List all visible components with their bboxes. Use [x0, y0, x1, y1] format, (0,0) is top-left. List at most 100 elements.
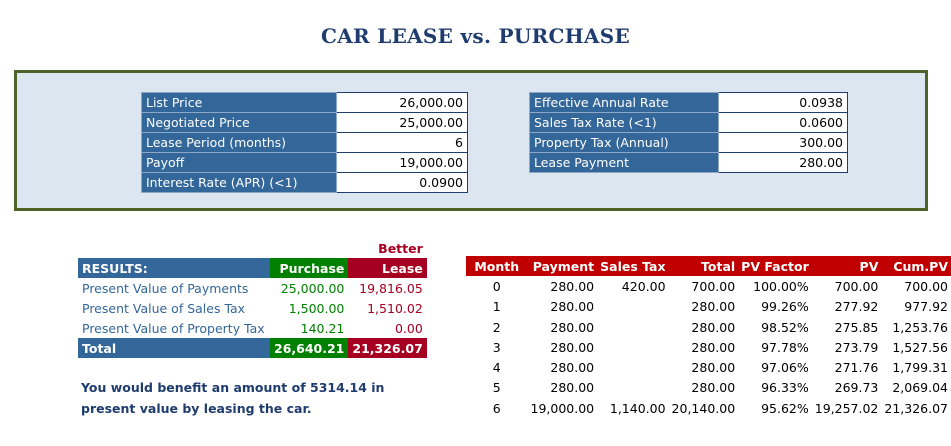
cell-month: 4 [492, 360, 501, 376]
cell-sales-tax [597, 337, 668, 357]
input-row-property-tax: Property Tax (Annual) 300.00 [529, 132, 848, 153]
page-title: CAR LEASE vs. PURCHASE [320, 24, 631, 48]
cell-pv-factor: 96.33% [761, 380, 809, 396]
cell-payment: 280.00 [550, 319, 595, 335]
better-label: Better [378, 240, 423, 256]
total-label: Total [78, 338, 270, 358]
list-price-field[interactable]: 26,000.00 [336, 92, 468, 113]
purchase-value: 1,500.00 [288, 300, 345, 316]
cell-sales-tax [597, 357, 668, 377]
col-header-pv-factor: PV Factor [738, 256, 812, 277]
col-header-cum-pv: Cum.PV [881, 256, 951, 277]
sales-tax-rate-field[interactable]: 0.0600 [718, 112, 848, 133]
cell-pv-factor: 97.78% [761, 339, 809, 355]
cell-total: 280.00 [691, 299, 736, 315]
col-header-pv: PV [811, 256, 882, 277]
cell-cum-pv: 21,326.07 [884, 400, 948, 416]
input-row-payoff: Payoff 19,000.00 [141, 152, 468, 173]
schedule-table: Month Payment Sales Tax Total PV Factor … [466, 256, 951, 418]
input-row-lease-payment: Lease Payment 280.00 [529, 152, 848, 173]
inputs-left-table: List Price 26,000.00 Negotiated Price 25… [141, 92, 468, 193]
cell-pv: 275.85 [834, 319, 879, 335]
cell-total: 280.00 [691, 380, 736, 396]
schedule-row: 4 280.00 280.00 97.06% 271.76 1,799.31 [466, 357, 951, 377]
cell-pv-factor: 99.26% [761, 299, 809, 315]
purchase-total: 26,640.21 [270, 338, 349, 358]
cell-month: 5 [492, 380, 501, 396]
col-header-payment: Payment [527, 256, 598, 277]
cell-sales-tax [597, 378, 668, 398]
purchase-value: 140.21 [300, 320, 345, 336]
cell-payment: 280.00 [550, 339, 595, 355]
cell-total: 280.00 [691, 360, 736, 376]
cell-month: 2 [492, 319, 501, 335]
schedule-row: 3 280.00 280.00 97.78% 273.79 1,527.56 [466, 337, 951, 357]
better-row: Better [78, 238, 427, 258]
cell-pv: 277.92 [834, 299, 879, 315]
lease-value: 0.00 [394, 320, 423, 336]
purchase-header: Purchase [270, 258, 349, 278]
lease-payment-field[interactable]: 280.00 [718, 152, 848, 173]
results-row-label: Present Value of Sales Tax [82, 300, 246, 316]
cell-month: 1 [492, 299, 501, 315]
input-row-negotiated-price: Negotiated Price 25,000.00 [141, 112, 468, 133]
input-row-list-price: List Price 26,000.00 [141, 92, 468, 113]
schedule-row: 6 19,000.00 1,140.00 20,140.00 95.62% 19… [466, 398, 951, 418]
input-label: Interest Rate (APR) (<1) [141, 172, 337, 193]
lease-value: 1,510.02 [367, 300, 423, 316]
cell-month: 6 [492, 400, 501, 416]
lease-value: 19,816.05 [359, 280, 423, 296]
cell-payment: 280.00 [550, 299, 595, 315]
col-header-total: Total [668, 256, 739, 277]
cell-total: 700.00 [691, 278, 736, 294]
cell-sales-tax: 420.00 [621, 278, 666, 294]
schedule-row: 1 280.00 280.00 99.26% 277.92 977.92 [466, 297, 951, 317]
cell-sales-tax: 1,140.00 [609, 400, 666, 416]
cell-total: 280.00 [691, 319, 736, 335]
cell-sales-tax [597, 297, 668, 317]
input-label: Lease Payment [529, 152, 719, 173]
cell-cum-pv: 2,069.04 [892, 380, 948, 396]
cell-pv-factor: 100.00% [753, 278, 809, 294]
cell-cum-pv: 1,253.76 [892, 319, 948, 335]
input-row-effective-rate: Effective Annual Rate 0.0938 [529, 92, 848, 113]
results-row: Present Value of Property Tax 140.21 0.0… [78, 318, 427, 338]
negotiated-price-field[interactable]: 25,000.00 [336, 112, 468, 133]
results-row-label: Present Value of Property Tax [82, 320, 265, 336]
results-table: Better RESULTS: Purchase Lease Present V… [78, 238, 427, 358]
cell-pv: 273.79 [834, 339, 879, 355]
col-header-sales-tax: Sales Tax [597, 256, 669, 277]
property-tax-field[interactable]: 300.00 [718, 132, 848, 153]
results-total-row: Total 26,640.21 21,326.07 [78, 338, 427, 358]
cell-cum-pv: 1,527.56 [892, 339, 948, 355]
cell-pv: 269.73 [834, 380, 879, 396]
lease-period-field[interactable]: 6 [336, 132, 468, 153]
cell-cum-pv: 977.92 [904, 299, 948, 315]
results-row-label: Present Value of Payments [82, 280, 249, 296]
cell-cum-pv: 700.00 [904, 278, 948, 294]
results-header-label: RESULTS: [78, 258, 270, 278]
input-row-sales-tax-rate: Sales Tax Rate (<1) 0.0600 [529, 112, 848, 133]
benefit-note: You would benefit an amount of 5314.14 i… [81, 380, 385, 416]
lease-header: Lease [348, 258, 427, 278]
cell-total: 280.00 [691, 339, 736, 355]
results-row: Present Value of Payments 25,000.00 19,8… [78, 278, 427, 298]
schedule-header-row: Month Payment Sales Tax Total PV Factor … [466, 256, 951, 277]
cell-payment: 19,000.00 [530, 400, 595, 416]
input-label: Lease Period (months) [141, 132, 337, 153]
cell-payment: 280.00 [550, 278, 595, 294]
schedule-row: 0 280.00 420.00 700.00 100.00% 700.00 70… [466, 276, 951, 296]
col-header-month: Month [466, 256, 528, 277]
cell-pv: 271.76 [834, 360, 879, 376]
input-row-lease-period: Lease Period (months) 6 [141, 132, 468, 153]
cell-payment: 280.00 [550, 380, 595, 396]
cell-month: 0 [492, 278, 501, 294]
payoff-field[interactable]: 19,000.00 [336, 152, 468, 173]
results-header-row: RESULTS: Purchase Lease [78, 258, 427, 278]
inputs-right-table: Effective Annual Rate 0.0938 Sales Tax R… [529, 92, 848, 173]
effective-rate-field[interactable]: 0.0938 [718, 92, 848, 113]
cell-payment: 280.00 [550, 360, 595, 376]
input-label: Property Tax (Annual) [529, 132, 719, 153]
input-label: Payoff [141, 152, 337, 173]
interest-rate-field[interactable]: 0.0900 [336, 172, 468, 193]
